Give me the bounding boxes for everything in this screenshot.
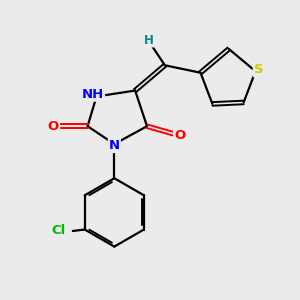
Text: Cl: Cl [52, 224, 66, 238]
Text: O: O [174, 129, 185, 142]
Text: S: S [254, 63, 263, 76]
Text: O: O [48, 120, 59, 133]
Text: NH: NH [82, 88, 104, 100]
Text: H: H [144, 34, 154, 46]
Text: N: N [109, 139, 120, 152]
